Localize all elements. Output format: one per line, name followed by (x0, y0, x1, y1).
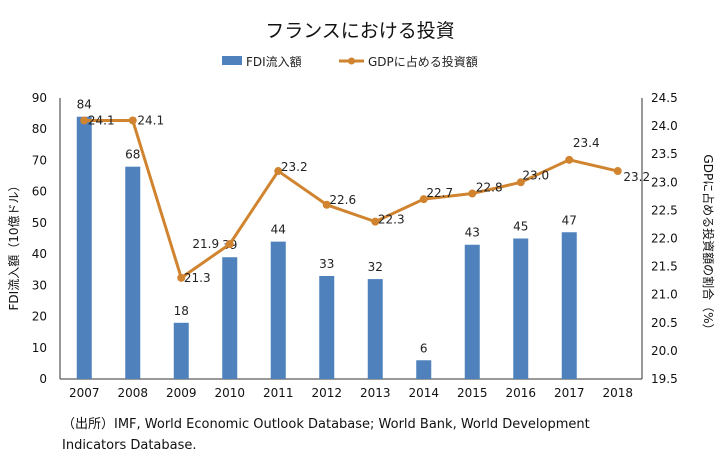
left-axis-tick-label: 40 (32, 247, 47, 261)
fdi-bar (464, 244, 480, 379)
x-axis-tick-label: 2015 (457, 386, 488, 400)
fdi-bars (76, 116, 577, 379)
investment-share-marker (225, 240, 234, 249)
legend: FDI流入額 GDPに占める投資額 (222, 54, 478, 69)
legend-line-marker (348, 57, 355, 65)
source-note: （出所）IMF, World Economic Outlook Database… (62, 414, 662, 456)
investment-share-marker (565, 155, 574, 164)
right-axis-tick-label: 19.5 (651, 372, 678, 386)
fdi-bar (513, 238, 529, 379)
investment-share-marker (371, 217, 380, 226)
fdi-bar (125, 166, 141, 379)
fdi-bar-label: 33 (319, 257, 334, 271)
investment-share-marker (274, 167, 283, 176)
investment-share-marker (613, 167, 622, 176)
fdi-bar-label: 44 (271, 223, 286, 237)
investment-share-marker (516, 178, 525, 187)
left-axis-ticks: 0 10 20 30 40 50 60 70 80 90 (32, 91, 47, 386)
source-line-1: （出所）IMF, World Economic Outlook Database… (62, 417, 590, 432)
fdi-bar-label: 32 (368, 260, 383, 274)
fdi-bar (367, 279, 383, 379)
x-axis-tick-label: 2009 (166, 386, 197, 400)
investment-share-label: 24.1 (88, 113, 115, 127)
legend-line-label: GDPに占める投資額 (368, 54, 478, 69)
left-axis-tick-label: 70 (32, 153, 47, 167)
investment-share-marker (128, 116, 137, 125)
investment-share-marker (177, 273, 186, 282)
chart-title: フランスにおける投資 (265, 20, 455, 42)
investment-share-label: 23.2 (281, 160, 308, 174)
fdi-bar (222, 257, 238, 379)
right-axis-ticks: 19.5 20.0 20.5 21.0 21.5 22.0 22.5 23.0 23.5 24.0… (651, 91, 678, 386)
fdi-bar-label: 45 (513, 220, 528, 234)
x-axis-tick-label: 2017 (554, 386, 585, 400)
investment-share-label: 21.9 (192, 237, 219, 251)
x-axis-tick-label: 2010 (214, 386, 245, 400)
fdi-bar (173, 322, 189, 379)
fdi-bar-label: 68 (125, 148, 140, 162)
right-axis-tick-label: 24.5 (651, 91, 678, 105)
x-axis-tick-label: 2016 (505, 386, 536, 400)
investment-share-label: 22.7 (426, 186, 453, 200)
fdi-bar-label: 18 (174, 304, 189, 318)
right-axis-tick-label: 24.0 (651, 119, 678, 133)
x-axis-tick-label: 2008 (117, 386, 148, 400)
x-axis-tick-label: 2014 (408, 386, 439, 400)
investment-share-label: 23.0 (522, 168, 549, 182)
right-axis-tick-label: 22.0 (651, 232, 678, 246)
left-axis-tick-label: 50 (32, 216, 47, 230)
x-axis-tick-label: 2013 (360, 386, 391, 400)
fdi-bar (270, 241, 286, 379)
investment-share-marker (468, 189, 477, 198)
left-axis-tick-label: 60 (32, 185, 47, 199)
fdi-bar (319, 275, 335, 379)
right-axis-tick-label: 20.0 (651, 344, 678, 358)
investment-share-label: 22.6 (329, 193, 356, 207)
investment-share-label: 24.1 (137, 113, 164, 127)
right-axis-label: GDPに占める投資額の割合（%） (701, 154, 716, 335)
investment-share-label: 22.8 (476, 181, 503, 195)
investment-share-markers (80, 116, 622, 282)
fdi-bar-labels: 846818394433326434547 (77, 98, 577, 356)
fdi-bar-label: 43 (465, 226, 480, 240)
investment-share-labels: 24.1 24.1 21.3 21.9 23.2 22.6 22.3 22.7 22.8 23.0… (88, 113, 650, 284)
investment-share-label: 23.2 (623, 170, 650, 184)
fdi-bar (76, 116, 92, 379)
fdi-bar (561, 232, 577, 379)
x-axis-tick-label: 2018 (602, 386, 633, 400)
left-axis-tick-label: 20 (32, 310, 47, 324)
left-axis-tick-label: 30 (32, 278, 47, 292)
investment-share-label: 23.4 (573, 136, 600, 150)
investment-share-label: 21.3 (184, 271, 211, 285)
investment-share-marker (419, 195, 428, 204)
investment-share-line (84, 118, 619, 280)
legend-bar-label: FDI流入額 (246, 55, 302, 69)
left-axis-tick-label: 90 (32, 91, 47, 105)
fdi-bar (416, 360, 432, 379)
x-axis-tick-label: 2011 (263, 386, 294, 400)
right-axis-tick-label: 23.5 (651, 147, 678, 161)
x-axis-ticks: 2007 2008 2009 2010 2011 2012 2013 2014 2015 2016… (69, 386, 633, 400)
source-line-2: Indicators Database. (62, 438, 197, 453)
x-axis-tick-label: 2007 (69, 386, 100, 400)
left-axis-tick-label: 80 (32, 122, 47, 136)
investment-share-label: 22.3 (378, 213, 405, 227)
investment-share-marker (322, 200, 331, 209)
right-axis-tick-label: 21.5 (651, 260, 678, 274)
left-axis-tick-label: 10 (32, 341, 47, 355)
x-axis-tick-label: 2012 (311, 386, 342, 400)
legend-bar-swatch (222, 56, 242, 65)
right-axis-tick-label: 22.5 (651, 203, 678, 217)
left-axis-tick-label: 0 (39, 372, 47, 386)
investment-share-marker (80, 116, 89, 125)
fdi-bar-label: 47 (562, 213, 577, 227)
fdi-bar-label: 84 (77, 98, 92, 112)
right-axis-tick-label: 20.5 (651, 316, 678, 330)
right-axis-tick-label: 21.0 (651, 288, 678, 302)
right-axis-tick-label: 23.0 (651, 175, 678, 189)
fdi-bar-label: 6 (420, 341, 428, 355)
left-axis-label: FDI流入額（10億ドル） (7, 180, 21, 311)
